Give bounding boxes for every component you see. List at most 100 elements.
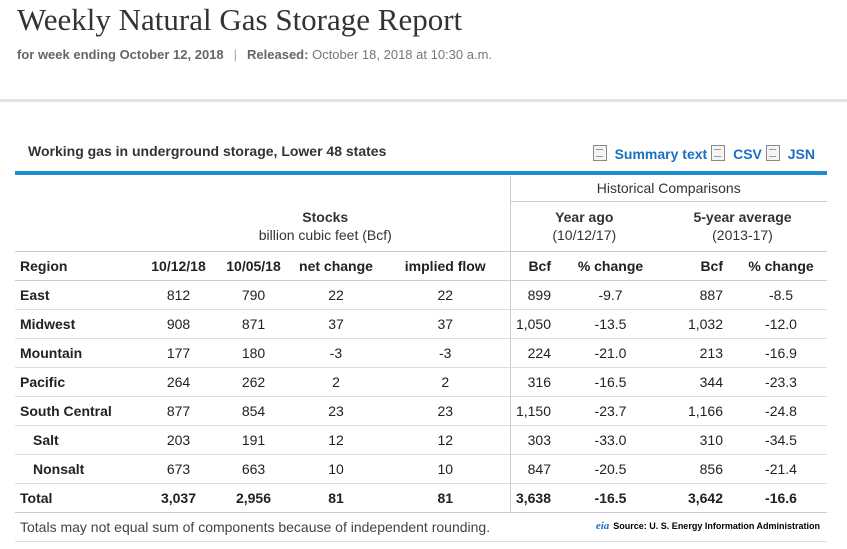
document-icon — [711, 145, 726, 161]
column-header: % change — [563, 250, 658, 281]
table-row: Salt 203 191 12 12 303 -33.0 310 -34.5 — [15, 425, 827, 455]
value-cell: -16.9 — [735, 338, 827, 368]
value-cell: -20.5 — [563, 454, 658, 484]
value-cell: 37 — [291, 309, 381, 339]
year-ago-date: (10/12/17) — [552, 227, 617, 243]
value-cell: 203 — [141, 425, 216, 455]
column-header: 10/05/18 — [216, 250, 291, 281]
column-header: Bcf — [658, 250, 735, 281]
value-cell: 877 — [141, 396, 216, 426]
table-row: Nonsalt 673 663 10 10 847 -20.5 856 -21.4 — [15, 454, 827, 484]
value-cell: 899 — [509, 280, 563, 310]
column-header: % change — [735, 250, 827, 281]
value-cell: 23 — [381, 396, 510, 426]
five-year-header: 5-year average — [693, 209, 792, 225]
value-cell: 180 — [216, 338, 291, 368]
value-cell: 264 — [141, 367, 216, 397]
value-cell: 22 — [381, 280, 510, 310]
region-cell: East — [15, 280, 141, 310]
value-cell: -8.5 — [735, 280, 827, 310]
stocks-unit: billion cubic feet (Bcf) — [258, 226, 392, 243]
value-cell: 12 — [291, 425, 381, 455]
column-header: net change — [291, 250, 381, 281]
week-ending-label: for week ending October 12, 2018 — [17, 47, 224, 62]
value-cell: 908 — [141, 309, 216, 339]
value-cell: 310 — [658, 425, 735, 455]
stocks-header: Stocks — [302, 208, 349, 225]
value-cell: 871 — [216, 309, 291, 339]
column-header: 10/12/18 — [141, 250, 216, 281]
value-cell: -3 — [291, 338, 381, 368]
value-cell: 856 — [658, 454, 735, 484]
column-header: Bcf — [509, 250, 563, 281]
region-cell: Pacific — [15, 367, 141, 397]
value-cell: -16.6 — [735, 482, 827, 513]
source-text: Source: U. S. Energy Information Adminis… — [613, 521, 820, 531]
value-cell: -16.5 — [563, 482, 658, 513]
value-cell: -23.7 — [563, 396, 658, 426]
value-cell: 1,050 — [509, 309, 563, 339]
value-cell: -12.0 — [735, 309, 827, 339]
five-year-range: (2013-17) — [712, 227, 773, 243]
value-cell: 854 — [216, 396, 291, 426]
table-row: Mountain 177 180 -3 -3 224 -21.0 213 -16.9 — [15, 338, 827, 368]
value-cell: 23 — [291, 396, 381, 426]
column-header: implied flow — [381, 250, 510, 281]
value-cell: 344 — [658, 367, 735, 397]
total-row: Total 3,037 2,956 81 81 3,638 -16.5 3,642 -16.6 — [15, 482, 827, 513]
value-cell: 790 — [216, 280, 291, 310]
value-cell: 12 — [381, 425, 510, 455]
value-cell: 847 — [509, 454, 563, 484]
storage-table: Historical Comparisons Stocks billion cub… — [15, 176, 827, 542]
value-cell: 1,166 — [658, 396, 735, 426]
summary-text-link[interactable]: Summary text — [614, 146, 708, 162]
value-cell: -13.5 — [563, 309, 658, 339]
value-cell: 81 — [381, 482, 510, 513]
table-row: East 812 790 22 22 899 -9.7 887 -8.5 — [15, 280, 827, 310]
historical-comparisons-header: Historical Comparisons — [509, 176, 827, 202]
csv-link[interactable]: CSV — [733, 146, 762, 162]
value-cell: -3 — [381, 338, 510, 368]
region-cell: Total — [15, 482, 141, 513]
value-cell: 3,638 — [509, 482, 563, 513]
page-title: Weekly Natural Gas Storage Report — [17, 2, 463, 37]
value-cell: 22 — [291, 280, 381, 310]
value-cell: -21.0 — [563, 338, 658, 368]
value-cell: -9.7 — [563, 280, 658, 310]
value-cell: -24.8 — [735, 396, 827, 426]
value-cell: 2 — [291, 367, 381, 397]
value-cell: 224 — [509, 338, 563, 368]
value-cell: 262 — [216, 367, 291, 397]
released-value: October 18, 2018 at 10:30 a.m. — [312, 47, 493, 62]
source-credit: eia Source: U. S. Energy Information Admi… — [596, 520, 820, 532]
region-cell: South Central — [15, 396, 141, 426]
value-cell: 812 — [141, 280, 216, 310]
region-cell: Mountain — [15, 338, 141, 368]
value-cell: -33.0 — [563, 425, 658, 455]
value-cell: 303 — [509, 425, 563, 455]
value-cell: 673 — [141, 454, 216, 484]
value-cell: 10 — [381, 454, 510, 484]
panel-accent-bar — [15, 171, 827, 175]
value-cell: 3,642 — [658, 482, 735, 513]
column-header: Region — [15, 250, 141, 281]
value-cell: 37 — [381, 309, 510, 339]
document-icon — [592, 145, 607, 161]
document-icon — [765, 145, 780, 161]
value-cell: 1,032 — [658, 309, 735, 339]
value-cell: 3,037 — [141, 482, 216, 513]
panel-title: Working gas in underground storage, Lowe… — [28, 143, 387, 159]
value-cell: 213 — [658, 338, 735, 368]
value-cell: 1,150 — [509, 396, 563, 426]
value-cell: 316 — [509, 367, 563, 397]
download-links: Summary text CSV JSN — [592, 145, 815, 162]
value-cell: -34.5 — [735, 425, 827, 455]
value-cell: 10 — [291, 454, 381, 484]
separator: | — [233, 47, 238, 62]
value-cell: 2,956 — [216, 482, 291, 513]
report-dates: for week ending October 12, 2018 | Release… — [17, 47, 492, 62]
json-link[interactable]: JSN — [787, 146, 815, 162]
value-cell: 177 — [141, 338, 216, 368]
footnote: Totals may not equal sum of components b… — [15, 512, 827, 542]
value-cell: 191 — [216, 425, 291, 455]
